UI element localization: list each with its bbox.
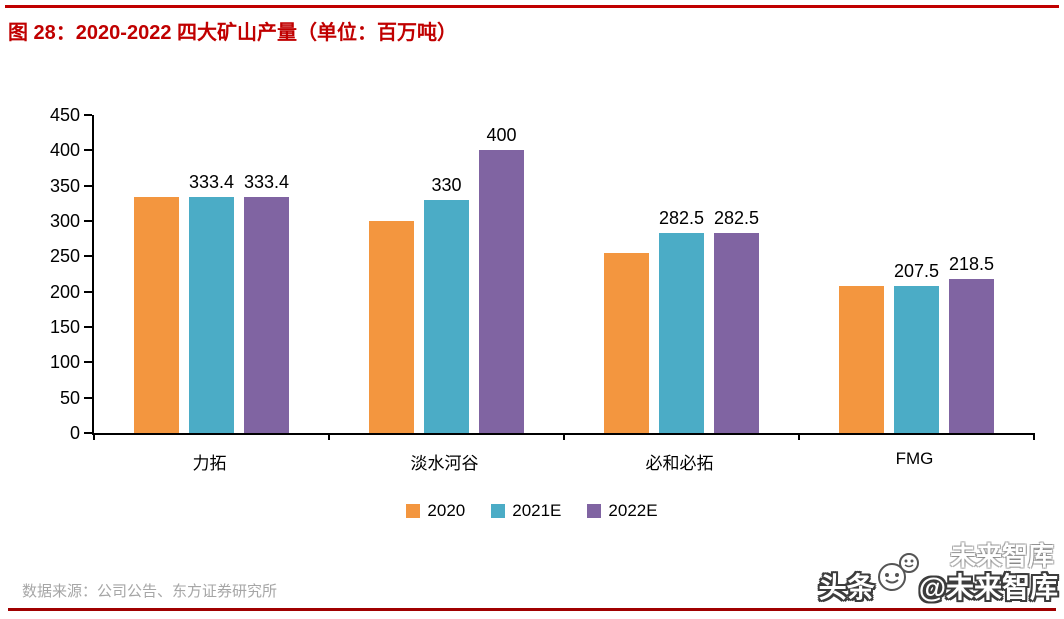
legend-label: 2022E	[608, 501, 658, 520]
y-tick-label: 300	[49, 211, 80, 231]
bar-chart: 333.4 333.4 330 400 282.5 282.5 207.5 218.5 力拓 淡…	[40, 103, 1040, 485]
watermark: 未来智库 头条 @未来智库	[819, 540, 1058, 606]
plot-area: 333.4 333.4 330 400 282.5 282.5 207.5 218.5	[92, 115, 1035, 440]
y-tick-label: 50	[59, 387, 80, 408]
x-tick-mark	[93, 433, 95, 440]
y-tick-mark	[84, 149, 92, 152]
bar-2020-FMG	[839, 286, 884, 433]
bar-value-label: 218.5	[948, 253, 995, 274]
header-rule	[5, 5, 1059, 8]
bar-value-label: 282.5	[658, 208, 705, 229]
x-tick-mark	[1033, 433, 1035, 440]
x-category-label: 淡水河谷	[410, 454, 479, 473]
watermark-ghost-text: 未来智库	[949, 541, 1054, 571]
x-tick-mark	[328, 433, 330, 440]
y-tick-mark	[84, 220, 92, 222]
y-tick-mark	[84, 184, 92, 187]
y-tick-label: 450	[49, 105, 80, 125]
bar-2020-力拓	[134, 197, 179, 433]
bar-group-2: 330 400	[329, 115, 564, 433]
x-tick-mark	[798, 433, 800, 440]
watermark-handle-text: @未来智库	[918, 572, 1058, 603]
y-tick-label: 400	[49, 140, 80, 161]
y-tick-label: 250	[49, 246, 80, 267]
bar-value-label: 333.4	[243, 172, 290, 193]
legend-label: 2020	[427, 501, 466, 520]
bar-2022E-FMG: 218.5	[949, 254, 994, 433]
data-source-text: 数据来源：公司公告、东方证券研究所	[22, 583, 278, 600]
x-category-label: FMG	[895, 449, 934, 468]
y-tick-label: 100	[49, 352, 80, 373]
y-tick-label: 200	[49, 281, 80, 302]
y-tick-mark	[84, 326, 92, 328]
chart-legend: 2020 2021E 2022E	[0, 501, 1064, 521]
legend-item-2020: 2020	[406, 501, 465, 521]
bar-2021E-必和必拓: 282.5	[659, 208, 704, 433]
x-category-label: 必和必拓	[645, 454, 714, 473]
y-tick-label: 150	[49, 317, 80, 337]
figure-title: 图 28：2020-2022 四大矿山产量（单位：百万吨）	[8, 22, 458, 44]
bar-value-label: 330	[431, 174, 462, 195]
legend-item-2022E: 2022E	[587, 501, 658, 521]
bar-value-label: 400	[486, 125, 517, 146]
bar-value-label: 333.4	[188, 172, 235, 193]
bar-2020-必和必拓	[604, 252, 649, 433]
y-tick-mark	[84, 290, 92, 293]
y-tick-label: 0	[69, 423, 80, 443]
legend-item-2021E: 2021E	[491, 501, 561, 521]
bar-2021E-FMG: 207.5	[894, 261, 939, 433]
bar-value-label: 282.5	[713, 208, 760, 229]
bar-2022E-淡水河谷: 400	[479, 125, 524, 433]
toutiao-logo-icon	[869, 551, 927, 602]
bar-2020-淡水河谷	[369, 221, 414, 433]
y-tick-mark	[84, 396, 92, 399]
legend-swatch	[406, 504, 421, 518]
y-tick-label: 350	[49, 175, 80, 196]
y-tick-mark	[84, 255, 92, 258]
bar-value-label: 207.5	[893, 261, 940, 282]
x-tick-mark	[563, 433, 565, 440]
y-tick-mark	[84, 114, 92, 116]
bar-group-1: 333.4 333.4	[94, 115, 329, 433]
legend-swatch	[491, 504, 506, 518]
bar-group-3: 282.5 282.5	[564, 115, 799, 433]
y-tick-mark	[84, 361, 92, 364]
bar-2022E-力拓: 333.4	[244, 172, 289, 433]
footer-rule	[8, 608, 1056, 611]
bar-2022E-必和必拓: 282.5	[714, 208, 759, 433]
bar-group-4: 207.5 218.5	[799, 115, 1034, 433]
x-axis-labels: 力拓 淡水河谷 必和必拓 FMG	[92, 449, 1032, 474]
x-category-label: 力拓	[192, 454, 227, 473]
bar-2021E-力拓: 333.4	[189, 172, 234, 433]
watermark-brand-text: 头条	[818, 572, 875, 603]
legend-swatch	[587, 504, 602, 518]
bar-groups: 333.4 333.4 330 400 282.5 282.5 207.5 218.5	[94, 115, 1034, 433]
y-tick-mark	[84, 432, 92, 434]
legend-label: 2021E	[512, 501, 562, 520]
bar-2021E-淡水河谷: 330	[424, 175, 469, 433]
